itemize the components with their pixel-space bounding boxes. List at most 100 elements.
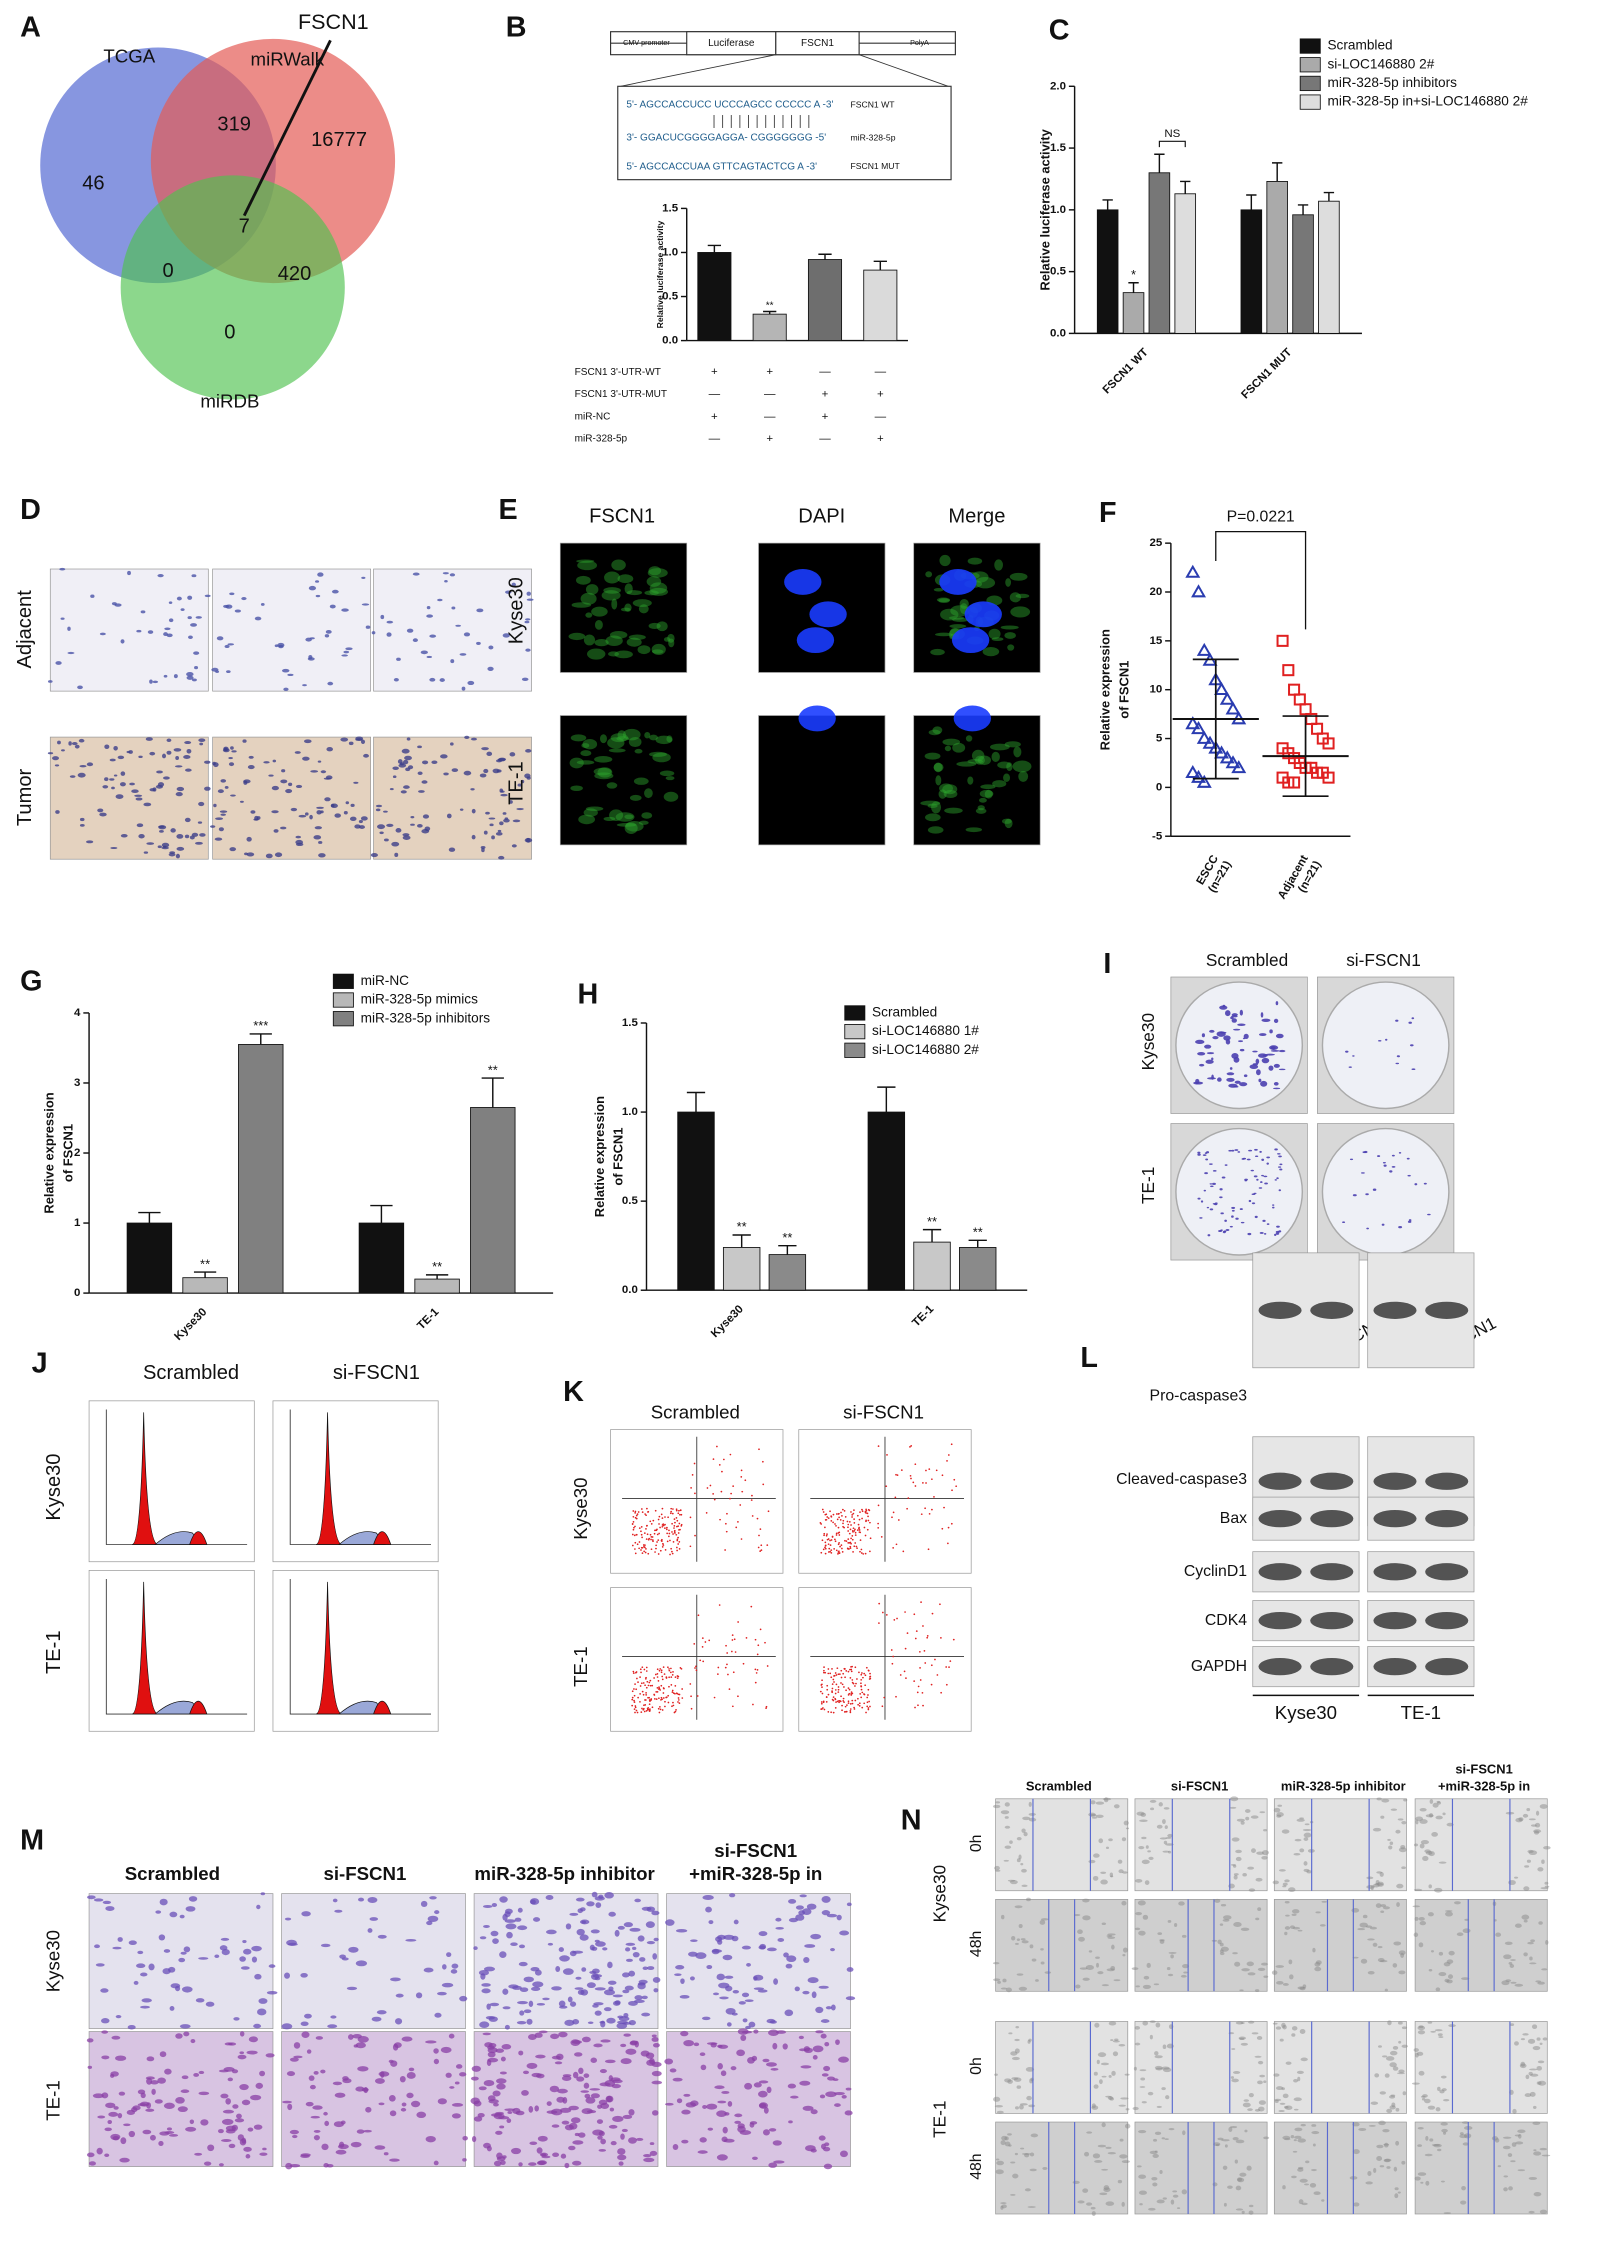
- event: [819, 1690, 822, 1693]
- texture: [242, 1939, 247, 1944]
- event: [832, 1513, 835, 1516]
- texture: [1401, 2026, 1408, 2030]
- texture: [1241, 1968, 1250, 1972]
- texture: [719, 1996, 729, 2000]
- event: [837, 1543, 840, 1546]
- texture: [803, 1957, 810, 1964]
- texture: [788, 1898, 797, 1904]
- texture: [1020, 2147, 1025, 2150]
- texture: [1138, 1846, 1145, 1850]
- row-label: Kyse30: [506, 577, 528, 644]
- event: [926, 1635, 929, 1637]
- texture: [529, 1898, 540, 1905]
- y-tick-label: 1.0: [1050, 204, 1066, 216]
- texture: [426, 605, 431, 610]
- texture: [994, 559, 1004, 571]
- texture: [659, 770, 675, 777]
- event: [913, 1613, 916, 1616]
- texture: [518, 1944, 526, 1949]
- event: [851, 1538, 854, 1541]
- texture: [421, 780, 428, 784]
- texture: [992, 780, 1007, 788]
- texture: [1090, 1800, 1096, 1805]
- texture: [570, 2039, 581, 2047]
- event: [644, 1513, 646, 1515]
- texture: [239, 2083, 249, 2091]
- texture: [1091, 2103, 1096, 2109]
- event: [836, 1667, 839, 1670]
- texture: [597, 2135, 603, 2140]
- texture: [740, 2034, 747, 2041]
- texture: [1527, 1941, 1534, 1945]
- event: [725, 1644, 727, 1647]
- texture: [1112, 2051, 1119, 2057]
- texture: [503, 818, 510, 823]
- texture: [1229, 1806, 1237, 1809]
- texture: [949, 624, 967, 629]
- texture: [488, 2016, 498, 2022]
- texture: [92, 2093, 104, 2099]
- texture: [810, 2109, 818, 2115]
- texture: [342, 2076, 349, 2081]
- event: [645, 1710, 648, 1712]
- texture: [97, 808, 104, 813]
- point: [1185, 764, 1201, 779]
- event: [658, 1711, 661, 1714]
- texture: [1155, 2022, 1161, 2028]
- texture: [552, 2152, 560, 2157]
- texture: [790, 2095, 799, 2099]
- texture: [1366, 1876, 1374, 1880]
- texture: [1016, 1837, 1022, 1841]
- texture: [749, 2121, 758, 2125]
- texture: [223, 2067, 235, 2072]
- texture: [1293, 2079, 1299, 2083]
- texture: [1539, 2042, 1543, 2046]
- texture: [315, 2036, 323, 2040]
- texture: [542, 1997, 550, 2001]
- texture: [191, 678, 197, 682]
- event: [841, 1550, 844, 1553]
- event: [632, 1528, 635, 1531]
- texture: [242, 739, 247, 743]
- texture: [1395, 1019, 1399, 1022]
- texture: [90, 594, 95, 598]
- texture: [218, 827, 224, 832]
- texture: [1236, 2177, 1243, 2182]
- texture: [1004, 1825, 1011, 1829]
- event: [834, 1672, 837, 1674]
- texture: [821, 1910, 831, 1916]
- texture: [434, 2012, 442, 2018]
- texture: [1220, 1904, 1227, 1907]
- event: [642, 1544, 645, 1546]
- texture: [622, 2022, 632, 2025]
- texture: [140, 1972, 148, 1977]
- texture: [488, 2043, 497, 2048]
- event: [645, 1528, 647, 1530]
- event: [854, 1528, 856, 1531]
- texture: [846, 1902, 852, 1907]
- texture: [1255, 1058, 1260, 1064]
- event: [689, 1683, 692, 1685]
- event: [837, 1688, 840, 1691]
- texture: [163, 776, 170, 780]
- protein-label: CDK4: [1205, 1612, 1247, 1629]
- bar: [913, 1241, 951, 1291]
- texture: [230, 746, 234, 750]
- event: [676, 1549, 678, 1552]
- row-label: TE-1: [930, 2101, 950, 2138]
- event: [670, 1547, 673, 1550]
- texture: [305, 2101, 314, 2107]
- texture: [1425, 1814, 1434, 1818]
- texture: [313, 835, 322, 840]
- event: [833, 1674, 836, 1677]
- texture: [1435, 1987, 1441, 1992]
- texture: [569, 2001, 577, 2007]
- band: [1258, 1563, 1302, 1581]
- texture: [341, 654, 348, 657]
- texture: [86, 2038, 94, 2043]
- texture: [1372, 1188, 1377, 1191]
- texture: [512, 819, 521, 823]
- texture: [517, 1925, 528, 1931]
- texture: [492, 2090, 501, 2097]
- texture: [589, 1944, 595, 1951]
